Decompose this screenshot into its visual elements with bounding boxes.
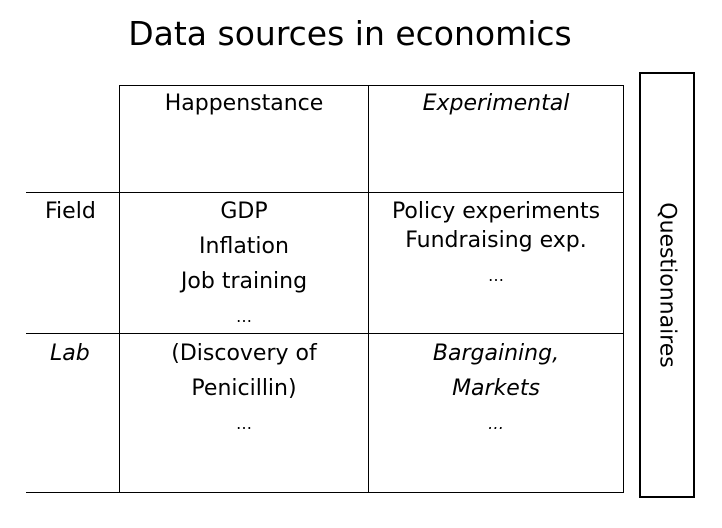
cell-item: GDP — [220, 199, 268, 224]
grid-line — [119, 85, 120, 493]
cell-item: Fundraising exp. — [405, 228, 587, 253]
row-header-lab: Lab — [50, 336, 118, 371]
cell-item: (Discovery of — [171, 341, 317, 366]
cell-ellipsis: … — [488, 266, 504, 285]
cell-field-happenstance: GDP Inflation Job training … — [120, 194, 368, 334]
grid-line — [119, 85, 624, 86]
grid-line — [26, 192, 624, 193]
cell-ellipsis: … — [236, 307, 252, 326]
column-header-label: Happenstance — [164, 91, 324, 116]
grid-line — [368, 85, 369, 493]
column-header-label: Experimental — [422, 91, 570, 116]
cell-lab-experimental: Bargaining, Markets … — [369, 336, 623, 441]
row-header-label: Lab — [50, 341, 90, 366]
cell-item: Policy experiments — [391, 199, 601, 224]
cell-item: Inflation — [199, 234, 289, 259]
grid-line — [623, 85, 624, 493]
questionnaires-label: Questionnaires — [654, 202, 680, 368]
cell-ellipsis: … — [236, 414, 252, 433]
column-header-experimental: Experimental — [369, 86, 623, 121]
cell-item: Penicillin) — [191, 376, 297, 401]
cell-field-experimental: Policy experiments Fundraising exp. … — [369, 194, 623, 293]
column-header-happenstance: Happenstance — [120, 86, 368, 121]
cell-lab-happenstance: (Discovery of Penicillin) … — [120, 336, 368, 441]
grid-line — [26, 333, 624, 334]
grid-line — [26, 492, 624, 493]
questionnaires-box: Questionnaires — [639, 72, 695, 498]
cell-item: Markets — [452, 376, 540, 401]
row-header-label: Field — [45, 199, 96, 224]
row-header-field: Field — [45, 194, 117, 229]
cell-item: Job training — [180, 269, 308, 294]
cell-ellipsis: … — [488, 414, 504, 433]
cell-item: Bargaining, — [432, 341, 560, 366]
diagram-title: Data sources in economics — [128, 14, 572, 53]
